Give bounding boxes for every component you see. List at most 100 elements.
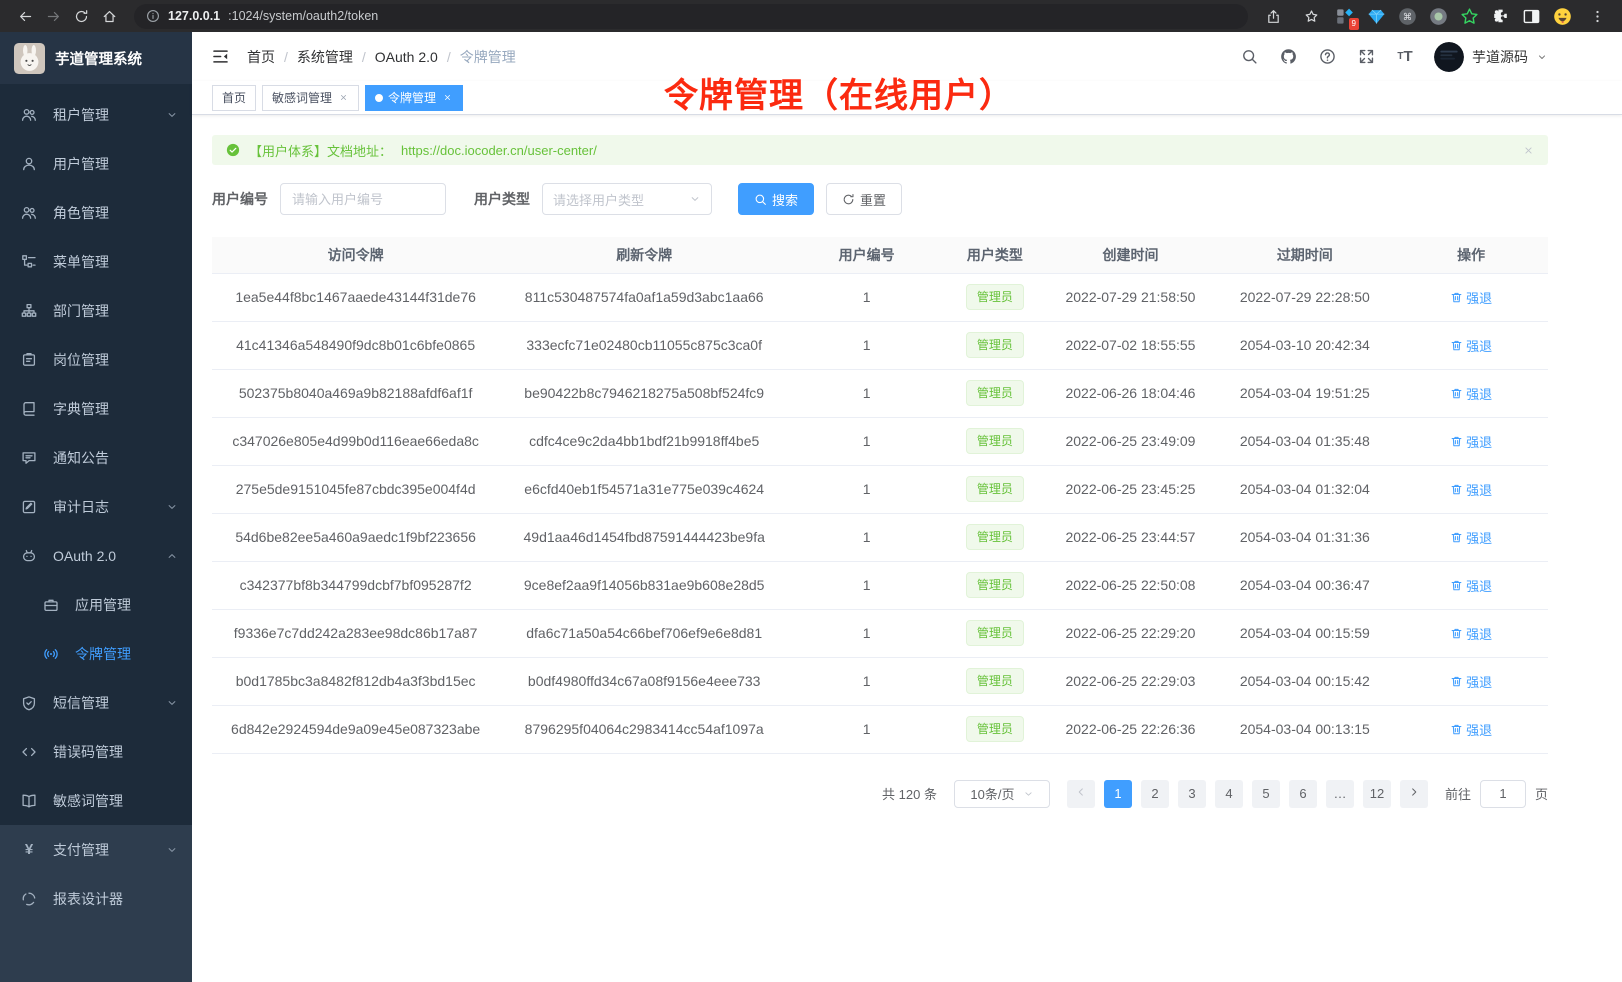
sidebar-item[interactable]: 错误码管理 <box>0 727 192 776</box>
sidebar-item[interactable]: 用户管理 <box>0 139 192 188</box>
page-size-select[interactable]: 10条/页 <box>953 779 1050 808</box>
refresh-token-cell: be90422b8c7946218275a508bf524fc9 <box>499 369 790 418</box>
sidebar-item[interactable]: 角色管理 <box>0 188 192 237</box>
sidebar-item[interactable]: 敏感词管理 <box>0 776 192 825</box>
sidebar-item[interactable]: 菜单管理 <box>0 237 192 286</box>
force-logout-button[interactable]: 强退 <box>1450 288 1492 307</box>
sidebar-item[interactable]: 令牌管理 <box>0 629 192 678</box>
force-logout-button[interactable]: 强退 <box>1450 432 1492 451</box>
address-bar[interactable]: 127.0.0.1:1024/system/oauth2/token <box>134 3 1248 29</box>
sidebar-item[interactable]: 部门管理 <box>0 286 192 335</box>
user-id-cell: 1 <box>789 561 945 610</box>
extension-sidepanel-icon[interactable] <box>1522 7 1541 26</box>
sidebar-item[interactable]: 短信管理 <box>0 678 192 727</box>
page-button[interactable]: 3 <box>1177 779 1206 808</box>
browser-back-button[interactable] <box>12 3 38 29</box>
browser-reload-button[interactable] <box>68 3 94 29</box>
chevron-down-icon <box>166 501 178 513</box>
page-button[interactable]: … <box>1325 779 1354 808</box>
force-logout-button[interactable]: 强退 <box>1450 528 1492 547</box>
share-icon[interactable] <box>1260 3 1286 29</box>
robot-icon <box>20 547 38 565</box>
search-icon[interactable] <box>1239 47 1259 67</box>
refresh-token-cell: 49d1aa46d1454fbd87591444423be9fa <box>499 513 790 562</box>
user-type-select[interactable]: 请选择用户类型 <box>542 183 712 215</box>
refresh-token-cell: cdfc4ce9c2da4bb1bdf21b9918ff4be5 <box>499 417 790 466</box>
collapse-sidebar-button[interactable] <box>209 46 231 68</box>
sidebar-item[interactable]: 岗位管理 <box>0 335 192 384</box>
breadcrumb-item[interactable]: 系统管理 <box>297 47 375 67</box>
alert-close-icon[interactable] <box>1522 144 1534 156</box>
browser-menu-icon[interactable] <box>1584 3 1610 29</box>
page-button[interactable]: 12 <box>1362 779 1391 808</box>
doc-alert: 【用户体系】文档地址： https://doc.iocoder.cn/user-… <box>212 135 1548 165</box>
force-logout-button[interactable]: 强退 <box>1450 720 1492 739</box>
book-open-icon <box>20 792 38 810</box>
page-button[interactable]: 2 <box>1140 779 1169 808</box>
sidebar-item[interactable]: ¥ 支付管理 <box>0 825 192 874</box>
top-navbar: 首页 系统管理 OAuth 2.0 令牌管理 TT <box>192 32 1622 81</box>
fullscreen-icon[interactable] <box>1356 47 1376 67</box>
breadcrumb-item[interactable]: OAuth 2.0 <box>375 49 460 65</box>
search-button[interactable]: 搜索 <box>738 183 815 215</box>
user-id-cell: 1 <box>789 705 945 754</box>
page-button[interactable]: 4 <box>1214 779 1243 808</box>
force-logout-button[interactable]: 强退 <box>1450 480 1492 499</box>
goto-label: 前往 <box>1444 787 1471 802</box>
bookmark-star-icon[interactable] <box>1298 3 1324 29</box>
profile-emoji-icon[interactable] <box>1553 7 1572 26</box>
extension-puzzle-icon[interactable] <box>1491 7 1510 26</box>
app-logo[interactable]: 芋道管理系统 <box>0 32 192 84</box>
trash-icon <box>1450 531 1463 544</box>
extension-grid-icon[interactable]: 9 <box>1336 7 1359 30</box>
sidebar-item[interactable]: 通知公告 <box>0 433 192 482</box>
page-button[interactable]: 5 <box>1251 779 1280 808</box>
browser-forward-button[interactable] <box>40 3 66 29</box>
next-page-button[interactable] <box>1399 779 1428 808</box>
user-id-cell: 1 <box>789 417 945 466</box>
sidebar-item[interactable]: 报表设计器 <box>0 874 192 923</box>
prev-page-button[interactable] <box>1066 779 1095 808</box>
sidebar-item[interactable]: OAuth 2.0 <box>0 531 192 580</box>
extension-command-icon[interactable]: ⌘ <box>1398 7 1417 26</box>
tab[interactable]: 首页 <box>212 84 257 111</box>
sidebar-item[interactable]: 字典管理 <box>0 384 192 433</box>
expire-time-cell: 2054-03-04 19:51:25 <box>1215 369 1395 418</box>
sidebar-item[interactable]: 应用管理 <box>0 580 192 629</box>
active-dot <box>375 93 384 102</box>
actions-cell: 强退 <box>1394 513 1548 562</box>
access-token-cell: 41c41346a548490f9dc8b01c6bfe0865 <box>212 321 500 370</box>
force-logout-button[interactable]: 强退 <box>1450 336 1492 355</box>
sidebar-item[interactable]: 租户管理 <box>0 90 192 139</box>
github-icon[interactable] <box>1278 47 1298 67</box>
close-icon[interactable] <box>337 92 349 104</box>
sidebar-item[interactable]: 审计日志 <box>0 482 192 531</box>
goto-page-input[interactable] <box>1479 779 1526 808</box>
refresh-token-cell: 333ecfc71e02480cb11055c875c3ca0f <box>499 321 790 370</box>
breadcrumb-item[interactable]: 首页 <box>247 47 297 67</box>
tab[interactable]: 敏感词管理 <box>262 84 360 111</box>
force-logout-button[interactable]: 强退 <box>1450 672 1492 691</box>
create-time-cell: 2022-06-25 22:50:08 <box>1045 561 1216 610</box>
reset-button[interactable]: 重置 <box>826 183 903 215</box>
user-menu[interactable]: 芋道源码 <box>1434 41 1548 72</box>
extension-star-icon[interactable] <box>1460 7 1479 26</box>
user-id-input[interactable] <box>280 183 446 215</box>
help-icon[interactable] <box>1317 47 1337 67</box>
doc-link[interactable]: https://doc.iocoder.cn/user-center/ <box>401 142 597 158</box>
page-button[interactable]: 1 <box>1103 779 1132 808</box>
breadcrumb-item[interactable]: 令牌管理 <box>459 48 516 65</box>
page-button[interactable]: 6 <box>1288 779 1317 808</box>
force-logout-button[interactable]: 强退 <box>1450 576 1492 595</box>
close-icon[interactable] <box>441 92 453 104</box>
tab[interactable]: 令牌管理 <box>365 84 464 111</box>
extension-record-icon[interactable] <box>1429 7 1448 26</box>
filter-form: 用户编号 用户类型 请选择用户类型 搜索 重置 <box>212 183 1548 215</box>
extension-gem-icon[interactable] <box>1367 7 1386 26</box>
chevron-down-icon <box>166 697 178 709</box>
browser-home-button[interactable] <box>96 3 122 29</box>
force-logout-button[interactable]: 强退 <box>1450 384 1492 403</box>
force-logout-button[interactable]: 强退 <box>1450 624 1492 643</box>
